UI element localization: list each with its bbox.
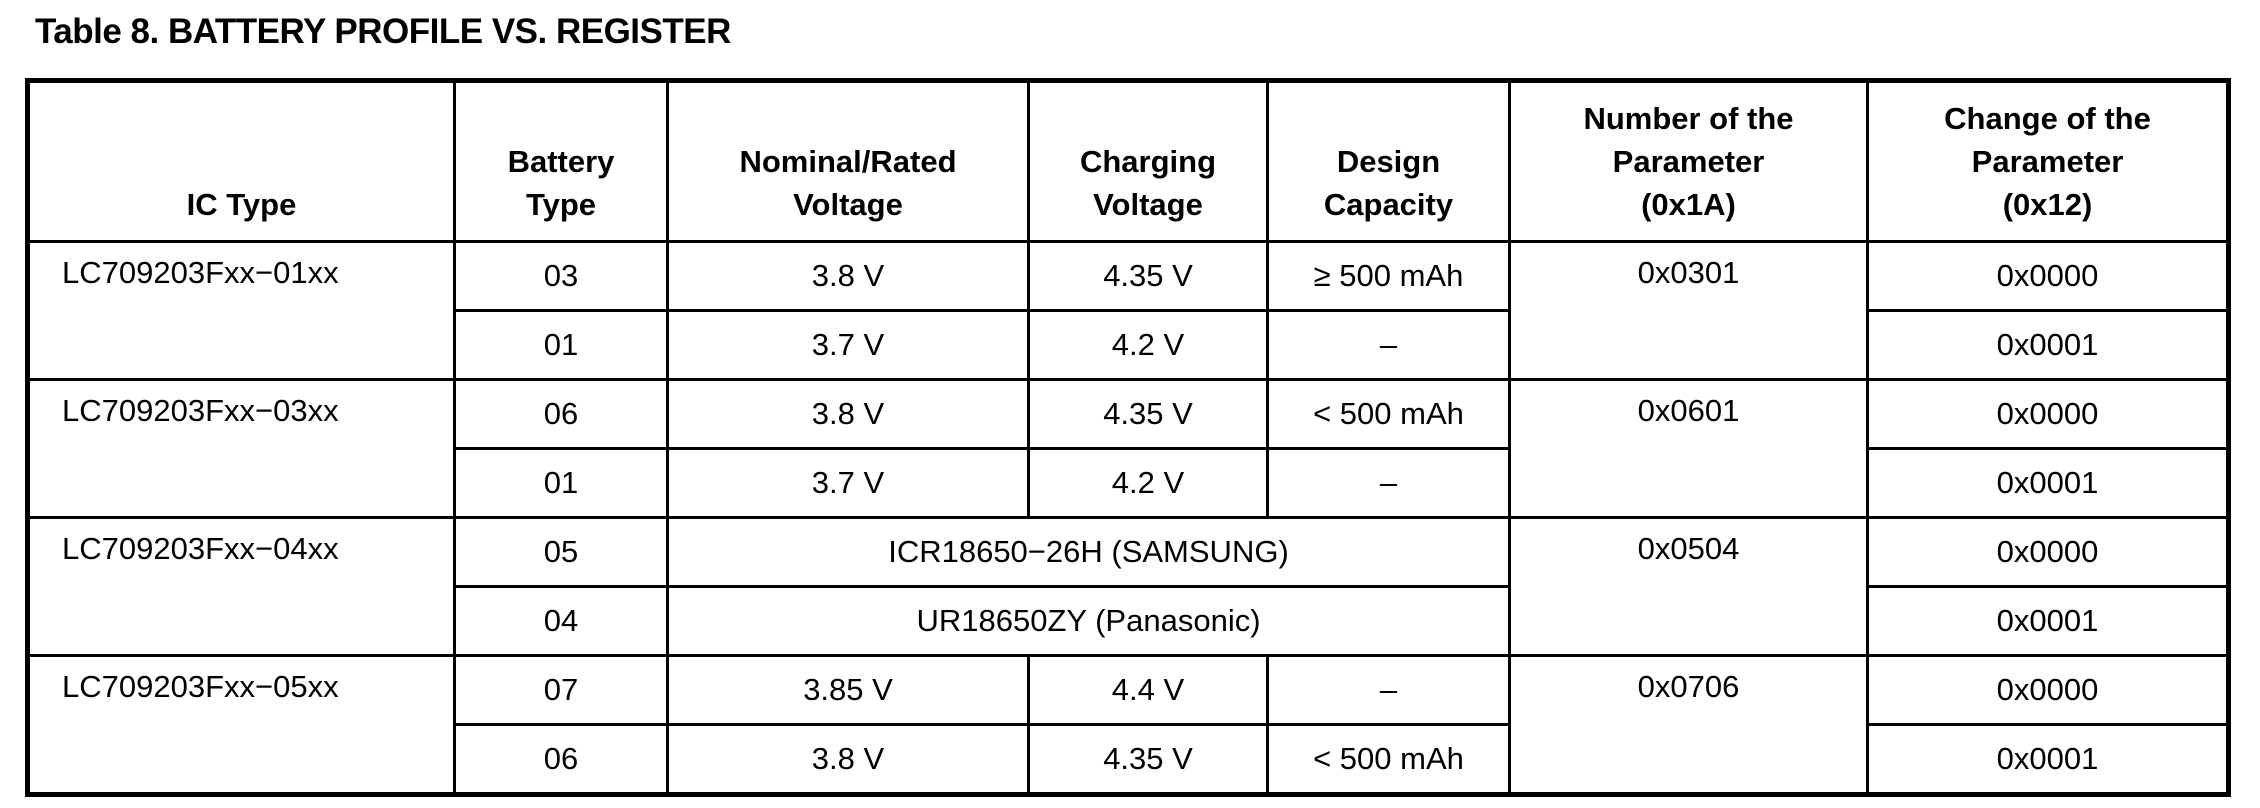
header-text: Change of the Parameter (0x12) <box>1944 101 2151 222</box>
design-capacity-cell: – <box>1266 654 1511 726</box>
nominal-voltage-cell: 3.8 V <box>666 240 1030 312</box>
header-nominal-voltage: Nominal/Rated Voltage <box>666 79 1030 243</box>
battery-profile-table: IC Type Battery Type Nominal/Rated Volta… <box>25 78 2231 797</box>
header-battery-type: Battery Type <box>453 79 669 243</box>
parameter-change-cell: 0x0001 <box>1866 585 2230 657</box>
parameter-change-cell: 0x0000 <box>1866 654 2230 726</box>
charging-voltage-cell: 4.35 V <box>1027 378 1269 450</box>
header-text: Charging Voltage <box>1079 144 1217 222</box>
nominal-voltage-cell: 3.8 V <box>666 723 1030 796</box>
design-capacity-cell: – <box>1266 447 1511 519</box>
nominal-voltage-cell: 3.8 V <box>666 378 1030 450</box>
header-text: Design Capacity <box>1323 144 1454 222</box>
parameter-change-cell: 0x0001 <box>1866 447 2230 519</box>
design-capacity-cell: – <box>1266 309 1511 381</box>
parameter-change-cell: 0x0000 <box>1866 240 2230 312</box>
nominal-voltage-cell: 3.7 V <box>666 309 1030 381</box>
battery-type-cell: 03 <box>453 240 669 312</box>
header-ic-type: IC Type <box>26 79 456 243</box>
ic-type-cell: LC709203Fxx−04xx <box>26 516 456 657</box>
charging-voltage-cell: 4.35 V <box>1027 240 1269 312</box>
table-row: 06 3.8 V 4.35 V < 500 mAh 0x0001 <box>28 723 2230 796</box>
battery-type-cell: 04 <box>453 585 669 657</box>
table-row: 01 3.7 V 4.2 V – 0x0001 <box>28 309 2230 381</box>
battery-spec-cell: ICR18650−26H (SAMSUNG) <box>666 516 1511 588</box>
table-row: 04 UR18650ZY (Panasonic) 0x0001 <box>28 585 2230 657</box>
parameter-number-cell: 0x0301 <box>1508 240 1869 381</box>
header-design-capacity: Design Capacity <box>1266 79 1511 243</box>
parameter-change-cell: 0x0001 <box>1866 309 2230 381</box>
parameter-change-cell: 0x0001 <box>1866 723 2230 796</box>
header-text: Battery Type <box>507 144 615 222</box>
parameter-change-cell: 0x0000 <box>1866 378 2230 450</box>
battery-type-cell: 06 <box>453 723 669 796</box>
ic-type-cell: LC709203Fxx−05xx <box>26 654 456 796</box>
header-text: Nominal/Rated Voltage <box>739 144 957 222</box>
nominal-voltage-cell: 3.7 V <box>666 447 1030 519</box>
charging-voltage-cell: 4.2 V <box>1027 309 1269 381</box>
battery-type-cell: 05 <box>453 516 669 588</box>
table-row: LC709203Fxx−01xx 03 3.8 V 4.35 V ≥ 500 mAh 0x… <box>26 240 2230 381</box>
header-parameter-number: Number of the Parameter (0x1A) <box>1508 79 1869 243</box>
ic-type-cell: LC709203Fxx−03xx <box>26 378 456 519</box>
charging-voltage-cell: 4.35 V <box>1027 723 1269 796</box>
table-row: 01 3.7 V 4.2 V – 0x0001 <box>28 447 2230 519</box>
table-row: LC709203Fxx−03xx 06 3.8 V 4.35 V < 500 mAh 0x… <box>26 378 2230 519</box>
battery-type-cell: 01 <box>453 309 669 381</box>
design-capacity-cell: ≥ 500 mAh <box>1266 240 1511 312</box>
battery-type-cell: 06 <box>453 378 669 450</box>
table-title: Table 8. BATTERY PROFILE VS. REGISTER <box>35 12 731 51</box>
header-charging-voltage: Charging Voltage <box>1027 79 1269 243</box>
table-row: LC709203Fxx−04xx 05 ICR18650−26H (SAMSUNG)… <box>26 516 2230 657</box>
nominal-voltage-cell: 3.85 V <box>666 654 1030 726</box>
battery-type-cell: 07 <box>453 654 669 726</box>
charging-voltage-cell: 4.4 V <box>1027 654 1269 726</box>
ic-type-cell: LC709203Fxx−01xx <box>26 240 456 381</box>
parameter-change-cell: 0x0000 <box>1866 516 2230 588</box>
parameter-number-cell: 0x0601 <box>1508 378 1869 519</box>
header-text: Number of the Parameter (0x1A) <box>1583 101 1794 222</box>
design-capacity-cell: < 500 mAh <box>1266 723 1511 796</box>
table-row: LC709203Fxx−05xx 07 3.85 V 4.4 V –0x0706 0x00… <box>26 654 2230 796</box>
charging-voltage-cell: 4.2 V <box>1027 447 1269 519</box>
parameter-number-cell: 0x0706 <box>1508 654 1869 796</box>
battery-type-cell: 01 <box>453 447 669 519</box>
header-row: IC Type Battery Type Nominal/Rated Volta… <box>26 79 2230 243</box>
parameter-number-cell: 0x0504 <box>1508 516 1869 657</box>
header-parameter-change: Change of the Parameter (0x12) <box>1866 79 2230 243</box>
design-capacity-cell: < 500 mAh <box>1266 378 1511 450</box>
battery-spec-cell: UR18650ZY (Panasonic) <box>666 585 1511 657</box>
